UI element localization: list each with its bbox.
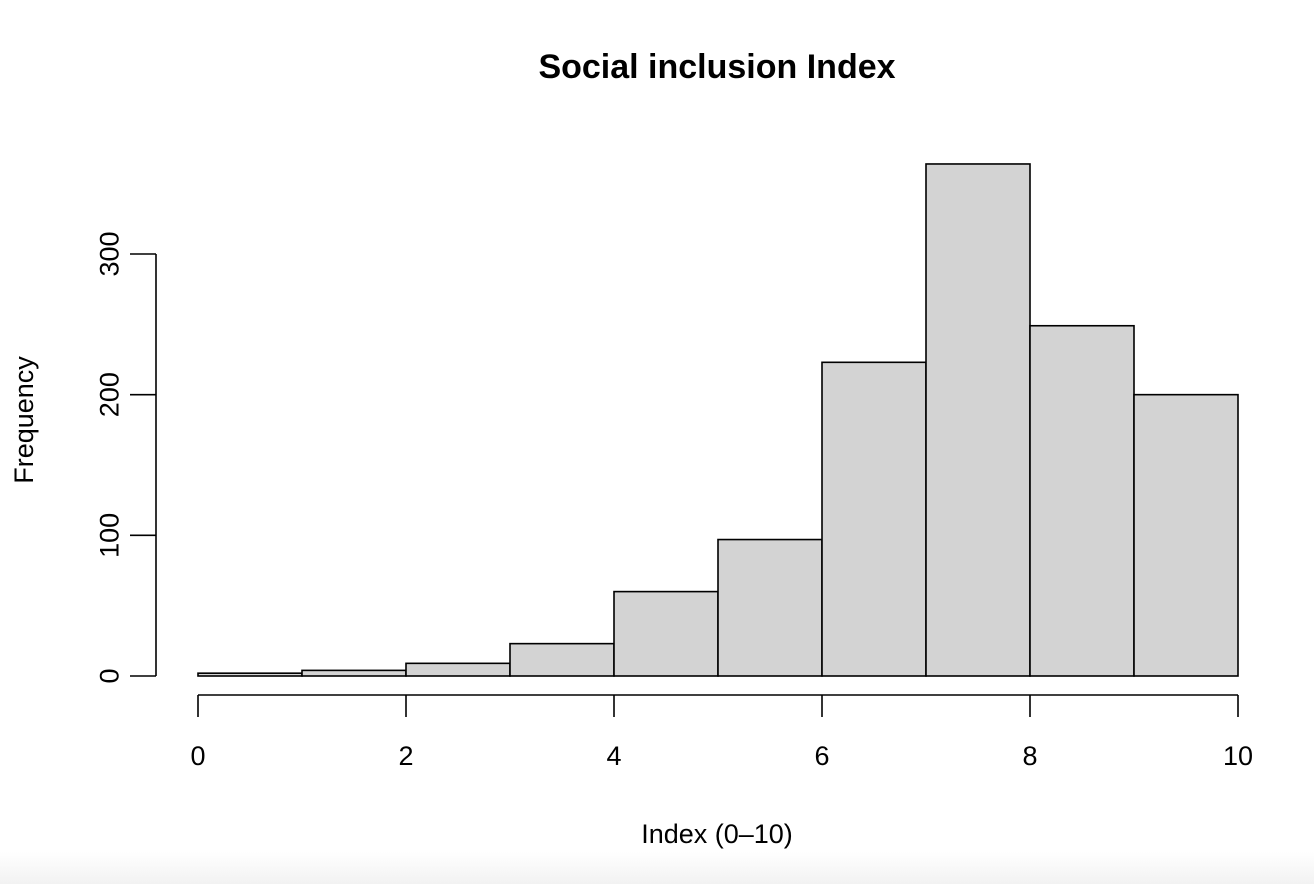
bar-5-6 [717,538,823,677]
bar-4-5 [613,590,719,677]
x-tick-label-8: 8 [1022,741,1037,771]
x-axis-label: Index (0–10) [641,819,793,849]
y-axis-label: Frequency [9,356,39,484]
bars-group [197,163,1239,677]
bar-3-4 [509,642,615,677]
bar-7-8 [925,163,1031,677]
x-tick-label-0: 0 [190,741,205,771]
y-tick-label-300: 300 [94,231,124,276]
x-tick-label-4: 4 [606,741,621,771]
bar-9-10 [1133,393,1239,677]
bar-8-9 [1029,324,1135,677]
bar-0-1 [197,672,303,677]
y-tick-label-100: 100 [94,513,124,558]
x-tick-label-2: 2 [398,741,413,771]
bar-2-3 [405,662,511,677]
x-axis: 0 2 4 6 8 10 [190,694,1253,771]
bottom-fade [0,852,1314,884]
y-axis: 0 100 200 300 [94,231,157,684]
bar-6-7 [821,361,927,677]
y-tick-label-200: 200 [94,372,124,417]
chart-title: Social inclusion Index [538,48,895,86]
x-tick-label-6: 6 [814,741,829,771]
y-tick-label-0: 0 [94,668,124,683]
x-tick-label-10: 10 [1223,741,1253,771]
bar-1-2 [301,669,407,677]
